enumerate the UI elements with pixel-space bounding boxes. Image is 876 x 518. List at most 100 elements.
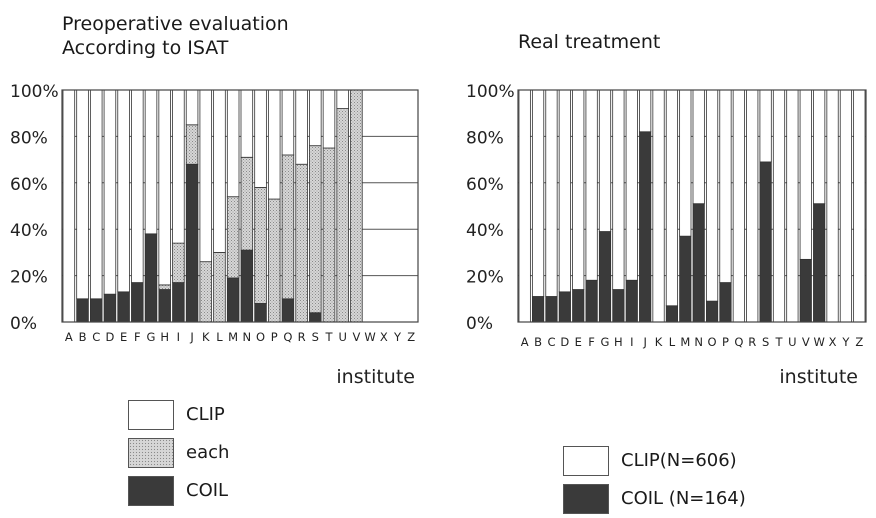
- bar-segment-clip: [226, 89, 240, 198]
- x-tick-label: D: [105, 330, 114, 344]
- plot-frame: [517, 89, 867, 323]
- y-tick-label: 40%: [466, 221, 504, 241]
- left-title-line2: According to ISAT: [62, 37, 229, 59]
- bar-segment-clip: [705, 89, 719, 302]
- x-tick-label: B: [534, 335, 542, 349]
- bar-segment-coil: [639, 131, 652, 323]
- bar-segment-clip: [625, 89, 638, 281]
- bar-segment-clip: [572, 89, 585, 290]
- bar-segment-clip: [839, 89, 853, 323]
- bar-segment-clip: [612, 89, 625, 290]
- y-tick-label: 80%: [466, 128, 504, 148]
- bar-segment-coil: [531, 296, 545, 323]
- bar-segment-each: [309, 145, 322, 314]
- left-chart-title: Preoperative evaluation According to ISA…: [62, 12, 289, 60]
- bar-segment-clip: [172, 89, 185, 244]
- bar-segment-each: [336, 108, 349, 323]
- x-tick-label: X: [829, 335, 837, 349]
- bar-segment-coil: [692, 203, 705, 323]
- bar-segment-clip: [158, 89, 171, 286]
- bar-segment-coil: [612, 289, 625, 323]
- bar-segment-coil: [309, 312, 322, 323]
- x-tick-label: A: [65, 330, 73, 344]
- x-tick-label: W: [813, 335, 824, 349]
- x-tick-label: O: [256, 330, 265, 344]
- legend-label: COIL (N=164): [621, 488, 746, 509]
- bar-segment-each: [226, 196, 240, 279]
- y-tick-label: 80%: [10, 128, 48, 148]
- x-tick-label: W: [364, 330, 375, 344]
- right-chart-title: Real treatment: [518, 31, 661, 53]
- bar-segment-coil: [172, 282, 185, 323]
- bar-segment-clip: [281, 89, 295, 156]
- bar-segment-clip: [336, 89, 349, 109]
- bar-segment-each: [240, 156, 254, 251]
- bar-segment-clip: [665, 89, 679, 307]
- x-tick-label: K: [202, 330, 210, 344]
- x-tick-label: B: [79, 330, 87, 344]
- bar-segment-clip: [531, 89, 545, 297]
- y-tick-label: 0%: [466, 314, 493, 334]
- bar-segment-coil: [545, 296, 558, 323]
- x-axis-label: institute: [336, 366, 415, 388]
- bar-segment-each: [350, 89, 363, 323]
- x-tick-label: N: [694, 335, 703, 349]
- x-tick-label: H: [160, 330, 169, 344]
- bar-segment-each: [295, 163, 308, 323]
- x-tick-label: Z: [855, 335, 863, 349]
- bar-segment-coil: [76, 298, 89, 323]
- bar-segment-clip: [558, 89, 571, 293]
- x-tick-label: F: [588, 335, 595, 349]
- bar-segment-coil: [131, 282, 144, 323]
- bar-segment-clip: [103, 89, 117, 295]
- bar-segment-clip: [309, 89, 322, 147]
- legend-label: CLIP: [186, 404, 225, 425]
- bar-segment-clip: [62, 89, 76, 323]
- bar-segment-clip: [295, 89, 308, 165]
- bar-segment-clip: [267, 89, 281, 200]
- x-tick-label: T: [324, 330, 333, 344]
- x-tick-label: G: [147, 330, 156, 344]
- bar-segment-clip: [746, 89, 759, 323]
- legend-swatch: [128, 438, 174, 468]
- bar-segment-clip: [213, 89, 226, 253]
- bar-segment-coil: [240, 249, 254, 323]
- x-tick-label: Y: [393, 330, 402, 344]
- bar-segment-each: [322, 147, 336, 323]
- x-tick-label: D: [560, 335, 569, 349]
- x-tick-label: Q: [734, 335, 743, 349]
- x-tick-label: C: [92, 330, 100, 344]
- bar-segment-each: [185, 124, 199, 165]
- bar-segment-clip: [719, 89, 732, 283]
- bar-segment-coil: [144, 233, 158, 323]
- x-tick-label: G: [601, 335, 610, 349]
- bar-segment-clip: [254, 89, 267, 188]
- left-title-line1: Preoperative evaluation: [62, 13, 289, 35]
- x-tick-label: M: [228, 330, 238, 344]
- x-tick-label: L: [216, 330, 223, 344]
- legend-swatch: [563, 484, 609, 514]
- bar-segment-clip: [585, 89, 598, 281]
- bar-segment-clip: [144, 89, 158, 235]
- x-tick-label: T: [774, 335, 783, 349]
- bar-segment-clip: [679, 89, 692, 237]
- x-tick-label: R: [298, 330, 306, 344]
- bar-segment-each: [281, 154, 295, 300]
- x-tick-label: L: [669, 335, 676, 349]
- bar-segment-coil: [679, 235, 692, 323]
- y-tick-label: 100%: [10, 82, 59, 102]
- legend-label: CLIP(N=606): [621, 450, 737, 471]
- bar-segment-each: [267, 198, 281, 323]
- bar-segment-coil: [759, 161, 772, 323]
- bar-segment-coil: [598, 231, 612, 323]
- bar-segment-coil: [799, 258, 812, 323]
- bar-segment-clip: [826, 89, 839, 323]
- bar-segment-coil: [226, 277, 240, 323]
- x-tick-label: S: [312, 330, 319, 344]
- bar-segment-each: [158, 284, 171, 290]
- x-tick-label: V: [352, 330, 360, 344]
- legend-swatch: [563, 446, 609, 476]
- bar-segment-clip: [813, 89, 826, 205]
- bar-segment-clip: [799, 89, 812, 260]
